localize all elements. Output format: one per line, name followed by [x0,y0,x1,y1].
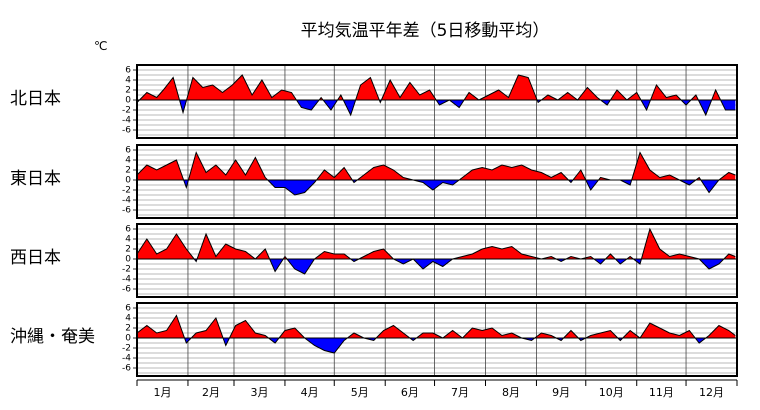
month-label: 11月 [649,386,674,399]
region-label: 北日本 [10,89,61,109]
y-tick-label: 4 [125,314,131,324]
y-tick-label: 0 [125,255,131,265]
y-tick-label: -2 [122,265,131,275]
month-label: 1月 [153,386,171,399]
panel-frame [136,64,738,139]
positive-area [137,229,736,259]
month-label: 10月 [599,386,624,399]
y-tick-label: 0 [125,96,131,106]
month-label: 2月 [202,386,220,399]
y-tick-label: 2 [125,324,131,334]
y-tick-label: 4 [125,235,131,245]
y-tick-label: -2 [122,106,131,116]
y-tick-label: -6 [122,206,131,216]
month-label: 5月 [351,386,369,399]
month-label: 4月 [301,386,319,399]
anomaly-line [136,74,736,117]
y-tick-label: -6 [122,285,131,295]
month-label: 8月 [502,386,520,399]
unit-label: ℃ [94,39,107,53]
y-tick-label: -4 [122,116,131,126]
month-label: 6月 [401,386,419,399]
y-tick-label: 6 [125,304,131,314]
y-tick-label: -4 [122,196,131,206]
region-label: 西日本 [10,248,61,268]
y-tick-label: -4 [122,275,131,285]
anomaly-line [136,227,736,275]
month-label: 9月 [552,386,570,399]
y-tick-label: -2 [122,186,131,196]
chart-title: 平均気温平年差（5日移動平均） [301,21,550,41]
y-tick-label: 6 [125,225,131,235]
positive-area [137,315,736,338]
y-tick-label: 4 [125,76,131,86]
y-tick-label: -6 [122,364,131,374]
y-tick-label: -2 [122,344,131,354]
month-label: 3月 [250,386,268,399]
y-tick-label: 4 [125,156,131,166]
negative-area [137,259,736,274]
month-axis: 1月 2月 3月 4月 5月 6月 7月 8月 9月 10月 11月 12月 [136,379,738,399]
panel-frame [136,144,738,219]
month-label: 12月 [699,386,724,399]
region-panels: 北日本6420-2-4-6東日本6420-2-4-6西日本6420-2-4-6沖… [10,64,738,377]
positive-area [137,75,736,100]
y-tick-label: 6 [125,66,131,76]
positive-area [137,152,736,180]
region-label: 沖縄・奄美 [10,327,95,347]
region-label: 東日本 [10,169,61,189]
y-tick-label: 2 [125,166,131,176]
anomaly-line [136,314,736,354]
y-tick-label: 0 [125,176,131,186]
anomaly-line [136,151,736,196]
y-tick-label: 2 [125,245,131,255]
panel-frame [136,302,738,377]
negative-area [137,180,736,195]
month-label: 7月 [451,386,469,399]
y-tick-label: 6 [125,146,131,156]
y-tick-label: -6 [122,126,131,136]
panel-frame [136,223,738,298]
y-tick-label: 2 [125,86,131,96]
y-tick-label: 0 [125,334,131,344]
y-tick-label: -4 [122,354,131,364]
